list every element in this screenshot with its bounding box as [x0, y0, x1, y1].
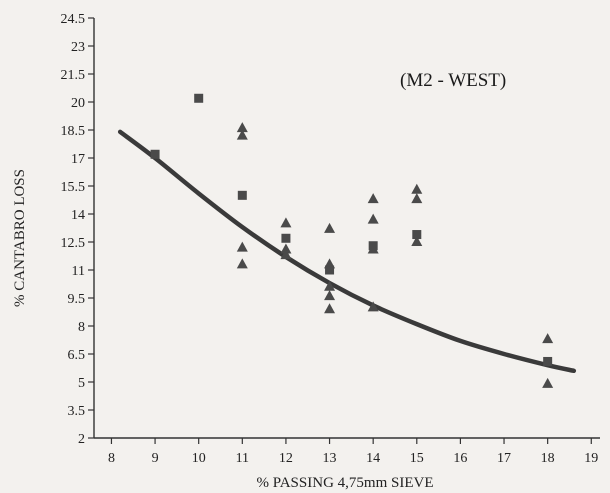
x-tick-label: 16 [453, 451, 467, 466]
data-markers [150, 93, 554, 388]
y-tick-label: 5 [78, 376, 85, 391]
x-tick-label: 19 [584, 451, 598, 466]
triangle-marker [236, 258, 248, 269]
triangle-marker [280, 243, 292, 254]
y-tick-label: 14 [71, 208, 85, 223]
square-marker [150, 149, 160, 159]
x-tick-label: 18 [541, 451, 555, 466]
triangle-marker [411, 193, 423, 204]
x-tick-label: 13 [323, 451, 337, 466]
x-tick-label: 14 [366, 451, 380, 466]
x-axis-title: % PASSING 4,75mm SIEVE [257, 475, 434, 491]
x-tick-label: 9 [152, 451, 159, 466]
x-tick-label: 17 [497, 451, 511, 466]
triangle-marker [411, 183, 423, 194]
x-tick-label: 10 [192, 451, 206, 466]
y-tick-label: 15.5 [61, 180, 86, 195]
triangle-marker [542, 377, 554, 388]
triangle-marker [324, 222, 336, 233]
y-tick-label: 8 [78, 320, 85, 335]
triangle-marker [280, 249, 292, 260]
y-tick-label: 3.5 [68, 404, 86, 419]
triangle-marker [324, 280, 336, 291]
triangle-marker [542, 333, 554, 344]
triangle-marker [324, 290, 336, 301]
triangle-marker [236, 129, 248, 140]
x-tick-label: 12 [279, 451, 293, 466]
y-axis-title: % CANTABRO LOSS [12, 169, 28, 307]
y-tick-label: 11 [72, 264, 85, 279]
y-tick-label: 18.5 [61, 124, 86, 139]
triangle-marker [280, 217, 292, 228]
y-tick-label: 23 [71, 40, 85, 55]
y-tick-label: 2 [78, 432, 85, 447]
square-marker [194, 93, 204, 103]
triangle-marker [367, 213, 379, 224]
y-tick-label: 9.5 [68, 292, 86, 307]
fitted-curve [117, 129, 577, 374]
square-marker [325, 265, 335, 275]
y-tick-label: 21.5 [61, 68, 86, 83]
y-tick-label: 20 [71, 96, 85, 111]
y-axis-ticks: 2 3.5 5 6.5 8 9.5 11 12.5 14 15.5 17 18.5 20 21.5 23 24… [61, 12, 94, 447]
chart-annotation: (M2 - WEST) [400, 70, 506, 91]
triangle-marker [236, 122, 248, 133]
axes [93, 18, 600, 439]
triangle-marker [236, 241, 248, 252]
triangle-marker [411, 236, 423, 246]
fitted-curve-line [117, 129, 577, 374]
triangle-marker [324, 303, 336, 314]
triangle-marker [367, 243, 379, 254]
y-tick-label: 6.5 [68, 348, 86, 363]
triangle-marker [324, 258, 336, 269]
y-tick-label: 24.5 [61, 12, 86, 27]
y-tick-label: 17 [71, 152, 85, 167]
x-axis-ticks: 8 9 10 11 12 13 14 15 16 17 18 19 [108, 438, 598, 466]
x-tick-label: 15 [410, 451, 424, 466]
triangle-marker [367, 193, 379, 204]
y-tick-label: 12.5 [61, 236, 86, 251]
square-marker [543, 356, 553, 366]
x-tick-label: 8 [108, 451, 115, 466]
x-tick-label: 11 [236, 451, 249, 466]
square-marker [281, 233, 291, 243]
square-marker [412, 230, 422, 240]
square-marker [237, 190, 247, 200]
triangle-marker [367, 301, 379, 312]
